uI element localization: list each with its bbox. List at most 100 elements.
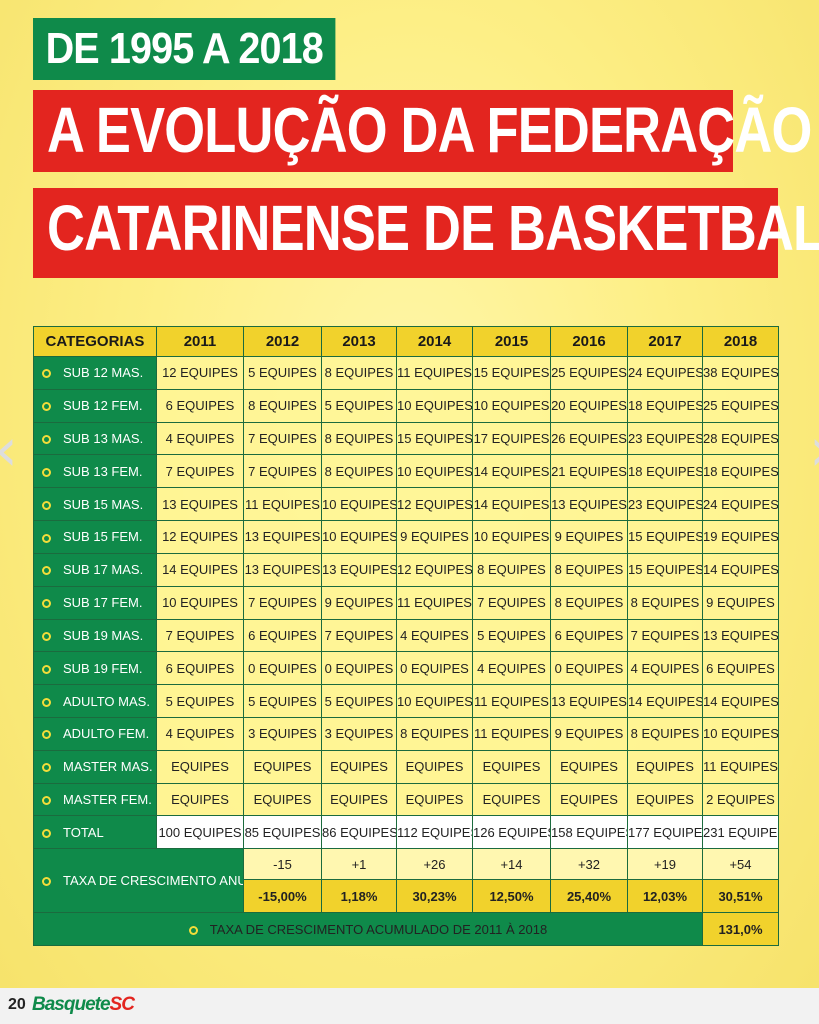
team-count-cell: 4 EQUIPES xyxy=(472,651,551,686)
title-line-2: CATARINENSE DE BASKETBALL xyxy=(33,188,819,278)
team-count-cell: EQUIPES xyxy=(627,749,703,784)
bullet-icon xyxy=(42,369,51,379)
table-row: SUB 19 FEM. 6 EQUIPES 0 EQUIPES 0 EQUIPES 0 … xyxy=(33,651,779,686)
total-cell: 112 EQUIPES xyxy=(396,815,473,850)
team-count-cell: 12 EQUIPES xyxy=(156,520,244,554)
growth-diff-cell: -15 xyxy=(243,848,322,881)
team-count-cell: 6 EQUIPES xyxy=(156,651,244,686)
category-label: SUB 13 FEM. xyxy=(33,454,157,489)
team-count-cell: 10 EQUIPES xyxy=(702,716,779,751)
team-count-cell: 7 EQUIPES xyxy=(156,618,244,653)
team-count-cell: 8 EQUIPES xyxy=(627,585,703,620)
category-label: SUB 19 FEM. xyxy=(33,651,157,686)
team-count-cell: 0 EQUIPES xyxy=(243,651,322,686)
category-text: SUB 17 MAS. xyxy=(63,562,144,578)
team-count-cell: 24 EQUIPES xyxy=(702,487,779,522)
category-text: SUB 13 MAS. xyxy=(63,431,144,447)
growth-diff-cell: +1 xyxy=(321,848,397,881)
category-label: ADULTO FEM. xyxy=(33,716,157,751)
team-count-cell: 12 EQUIPES xyxy=(396,487,473,522)
total-row: TOTAL 100 EQUIPES 85 EQUIPES 86 EQUIPES 112 … xyxy=(33,815,779,850)
team-count-cell: 7 EQUIPES xyxy=(627,618,703,653)
team-count-cell: 14 EQUIPES xyxy=(156,552,244,587)
team-count-cell: EQUIPES xyxy=(472,749,551,784)
team-count-cell: 7 EQUIPES xyxy=(243,421,322,456)
team-count-cell: 15 EQUIPES xyxy=(627,552,703,587)
team-count-cell: 10 EQUIPES xyxy=(396,454,473,489)
team-count-cell: 8 EQUIPES xyxy=(396,716,473,751)
team-count-cell: 21 EQUIPES xyxy=(550,454,628,489)
team-count-cell: 14 EQUIPES xyxy=(627,684,703,718)
bullet-icon xyxy=(42,763,51,773)
table-row: SUB 15 FEM. 12 EQUIPES 13 EQUIPES 10 EQUIPE… xyxy=(33,520,779,554)
table-row: SUB 13 FEM. 7 EQUIPES 7 EQUIPES 8 EQUIPES 10… xyxy=(33,454,779,489)
growth-diff-cell: +32 xyxy=(550,848,628,881)
total-cell: 86 EQUIPES xyxy=(321,815,397,850)
team-count-cell: 8 EQUIPES xyxy=(627,716,703,751)
team-count-cell: EQUIPES xyxy=(156,749,244,784)
team-count-cell: 8 EQUIPES xyxy=(243,388,322,423)
team-count-cell: 13 EQUIPES xyxy=(156,487,244,522)
team-count-cell: 4 EQUIPES xyxy=(156,716,244,751)
team-count-cell: 13 EQUIPES xyxy=(550,684,628,718)
table-row: MASTER MAS. EQUIPES EQUIPES EQUIPES EQUIPES E… xyxy=(33,749,779,784)
magazine-logo: BasqueteSC xyxy=(32,994,135,1015)
team-count-cell: 8 EQUIPES xyxy=(321,356,397,390)
growth-percent-cell: 12,03% xyxy=(627,879,703,913)
team-count-cell: 14 EQUIPES xyxy=(702,552,779,587)
team-count-cell: 8 EQUIPES xyxy=(550,552,628,587)
team-count-cell: 7 EQUIPES xyxy=(321,618,397,653)
team-count-cell: 2 EQUIPES xyxy=(702,782,779,817)
team-count-cell: 13 EQUIPES xyxy=(321,552,397,587)
category-label: ADULTO MAS. xyxy=(33,684,157,718)
chevron-right-icon[interactable]: › xyxy=(809,415,819,485)
team-count-cell: 11 EQUIPES xyxy=(702,749,779,784)
team-count-cell: 6 EQUIPES xyxy=(156,388,244,423)
cumulative-text: TAXA DE CRESCIMENTO ACUMULADO DE 2011 À … xyxy=(209,921,548,937)
cumulative-label: TAXA DE CRESCIMENTO ACUMULADO DE 2011 À … xyxy=(33,912,703,946)
team-count-cell: 14 EQUIPES xyxy=(702,684,779,718)
team-count-cell: 6 EQUIPES xyxy=(702,651,779,686)
category-label: TOTAL xyxy=(33,815,157,850)
team-count-cell: 25 EQUIPES xyxy=(702,388,779,423)
team-count-cell: 9 EQUIPES xyxy=(550,520,628,554)
table-row: SUB 19 MAS. 7 EQUIPES 6 EQUIPES 7 EQUIPES 4 … xyxy=(33,618,779,653)
chevron-left-icon[interactable]: ‹ xyxy=(0,415,18,485)
page-number: 20 xyxy=(8,996,26,1013)
category-label: SUB 12 FEM. xyxy=(33,388,157,423)
category-label: TAXA DE CRESCIMENTO ANUAL xyxy=(33,848,244,913)
team-count-cell: 18 EQUIPES xyxy=(627,388,703,423)
table-row: MASTER FEM. EQUIPES EQUIPES EQUIPES EQUIPES E… xyxy=(33,782,779,817)
team-count-cell: 13 EQUIPES xyxy=(243,552,322,587)
growth-percent-row: -15,00% 1,18% 30,23% 12,50% 25,40% 12,03% 30,5… xyxy=(34,879,779,913)
team-count-cell: 0 EQUIPES xyxy=(321,651,397,686)
team-count-cell: 18 EQUIPES xyxy=(702,454,779,489)
cumulative-value: 131,0% xyxy=(702,912,779,946)
team-count-cell: 18 EQUIPES xyxy=(627,454,703,489)
table-row: ADULTO MAS. 5 EQUIPES 5 EQUIPES 5 EQUIPES 10… xyxy=(33,684,779,718)
total-cell: 85 EQUIPES xyxy=(243,815,322,850)
category-text: TOTAL xyxy=(63,824,104,840)
team-count-cell: EQUIPES xyxy=(627,782,703,817)
team-count-cell: 9 EQUIPES xyxy=(702,585,779,620)
category-label: SUB 15 FEM. xyxy=(33,520,157,554)
category-label: MASTER FEM. xyxy=(33,782,157,817)
growth-diff-cell: +19 xyxy=(627,848,703,881)
title-line-1: A EVOLUÇÃO DA FEDERAÇÃO xyxy=(33,90,812,172)
bullet-icon xyxy=(42,500,51,510)
team-count-cell: EQUIPES xyxy=(321,749,397,784)
team-count-cell: 12 EQUIPES xyxy=(156,356,244,390)
team-count-cell: 10 EQUIPES xyxy=(396,388,473,423)
category-text: MASTER FEM. xyxy=(63,791,152,807)
bullet-icon xyxy=(42,435,51,445)
team-count-cell: 6 EQUIPES xyxy=(243,618,322,653)
bullet-icon xyxy=(42,402,51,412)
team-count-cell: 23 EQUIPES xyxy=(627,487,703,522)
team-count-cell: 4 EQUIPES xyxy=(627,651,703,686)
growth-percent-cell: 25,40% xyxy=(550,879,628,913)
growth-diff-cell: +26 xyxy=(396,848,473,881)
team-count-cell: 8 EQUIPES xyxy=(321,421,397,456)
year-header: 2017 xyxy=(627,326,703,357)
team-count-cell: 5 EQUIPES xyxy=(156,684,244,718)
team-count-cell: EQUIPES xyxy=(243,782,322,817)
